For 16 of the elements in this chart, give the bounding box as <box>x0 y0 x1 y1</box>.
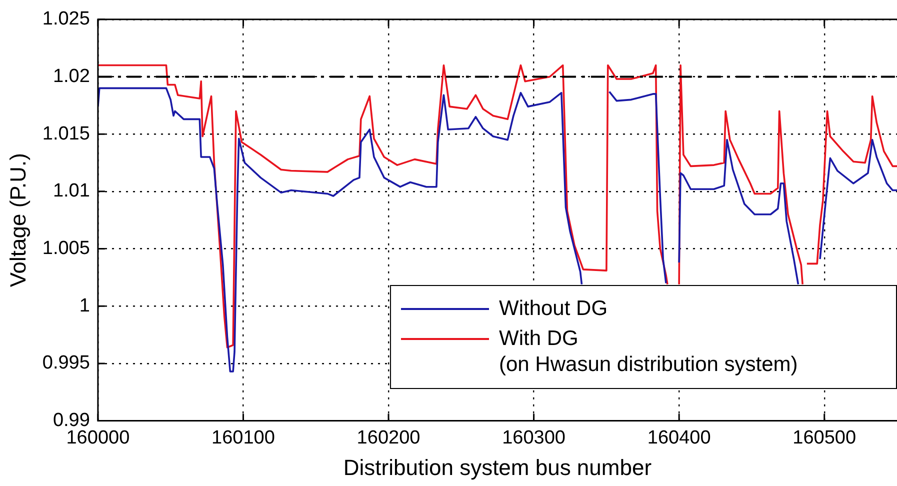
y-axis-title: Voltage (P.U.) <box>5 153 30 288</box>
legend-label: With DG (on Hwasun distribution system) <box>499 326 798 378</box>
y-tick-label: 1.01 <box>52 180 90 202</box>
y-tick-label: 1.005 <box>42 238 90 260</box>
y-tick-label: 1 <box>79 295 90 316</box>
x-tick-label: 160300 <box>502 427 566 448</box>
x-tick-label: 160100 <box>212 427 275 448</box>
x-axis-title: Distribution system bus number <box>343 454 652 480</box>
x-tick-label: 160500 <box>792 427 856 448</box>
legend-label: Without DG <box>499 296 608 322</box>
x-tick-label: 160400 <box>647 427 711 448</box>
y-tick-label: 0.995 <box>42 352 90 374</box>
y-tick-label: 1.02 <box>52 66 90 87</box>
x-tick-label: 160200 <box>356 427 420 448</box>
y-tick-label: 1.015 <box>42 123 90 144</box>
y-tick-label: 1.025 <box>42 8 90 30</box>
